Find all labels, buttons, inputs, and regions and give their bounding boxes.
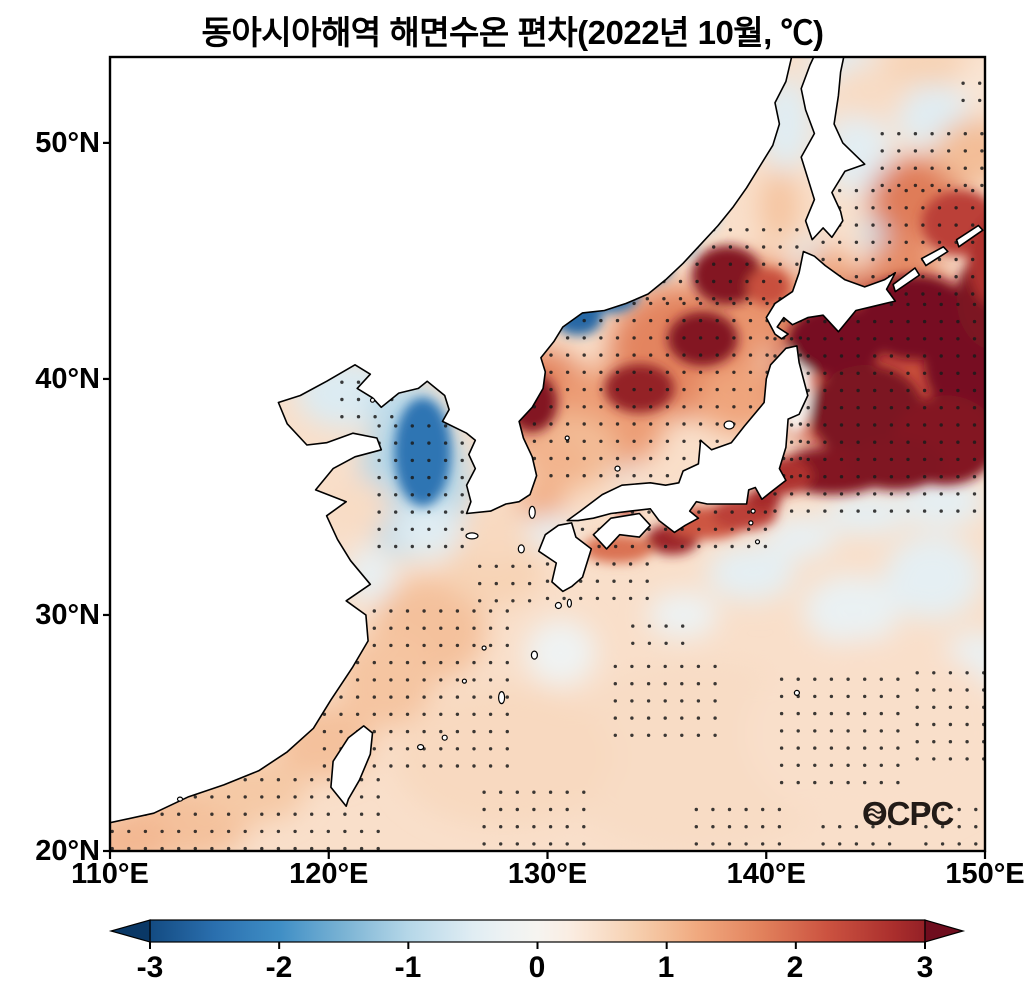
colorbar-tick-label-m3: -3 — [136, 951, 164, 984]
x-axis-tick-label-110e: 110°E — [71, 858, 149, 890]
land-layer — [110, 57, 984, 824]
map-frame — [103, 55, 987, 859]
colorbar-tick-label-3: 3 — [916, 951, 934, 984]
significance-stipple-layer — [110, 81, 985, 851]
colorbar — [108, 919, 966, 949]
y-axis-tick-label-30n: 30°N — [35, 599, 100, 631]
colorbar-tick-label-m1: -1 — [394, 951, 422, 984]
sst-anomaly-map: OCPC — [103, 55, 987, 859]
y-axis-tick-label-40n: 40°N — [35, 363, 100, 395]
colorbar-right-arrow-icon — [924, 919, 966, 943]
y-axis-tick-label-20n: 20°N — [35, 835, 100, 867]
colorbar-gradient — [149, 919, 926, 943]
ocpc-logo: OCPC — [862, 795, 955, 832]
colorbar-tick-label-1: 1 — [657, 951, 675, 984]
chart-title: 동아시아해역 해면수온 편차(2022년 10월, ℃) — [201, 14, 824, 51]
x-axis-tick-label-140e: 140°E — [726, 858, 806, 890]
sea-anomaly-field: OCPC — [110, 57, 985, 851]
colorbar-tick-label-2: 2 — [786, 951, 804, 984]
x-axis-tick-label-150e: 150°E — [945, 858, 1025, 890]
y-axis-tick-label-50n: 50°N — [35, 127, 100, 159]
colorbar-tick-label-m2: -2 — [265, 951, 293, 984]
x-axis-tick-label-120e: 120°E — [289, 858, 369, 890]
colorbar-tick-label-0: 0 — [528, 951, 546, 984]
ocpc-logo-wave-icon — [867, 813, 883, 819]
x-axis-tick-label-130e: 130°E — [507, 858, 588, 890]
colorbar-left-arrow-icon — [108, 919, 151, 943]
ocpc-logo-wave-icon — [867, 808, 883, 814]
svg-text:OCPC: OCPC — [862, 795, 954, 832]
